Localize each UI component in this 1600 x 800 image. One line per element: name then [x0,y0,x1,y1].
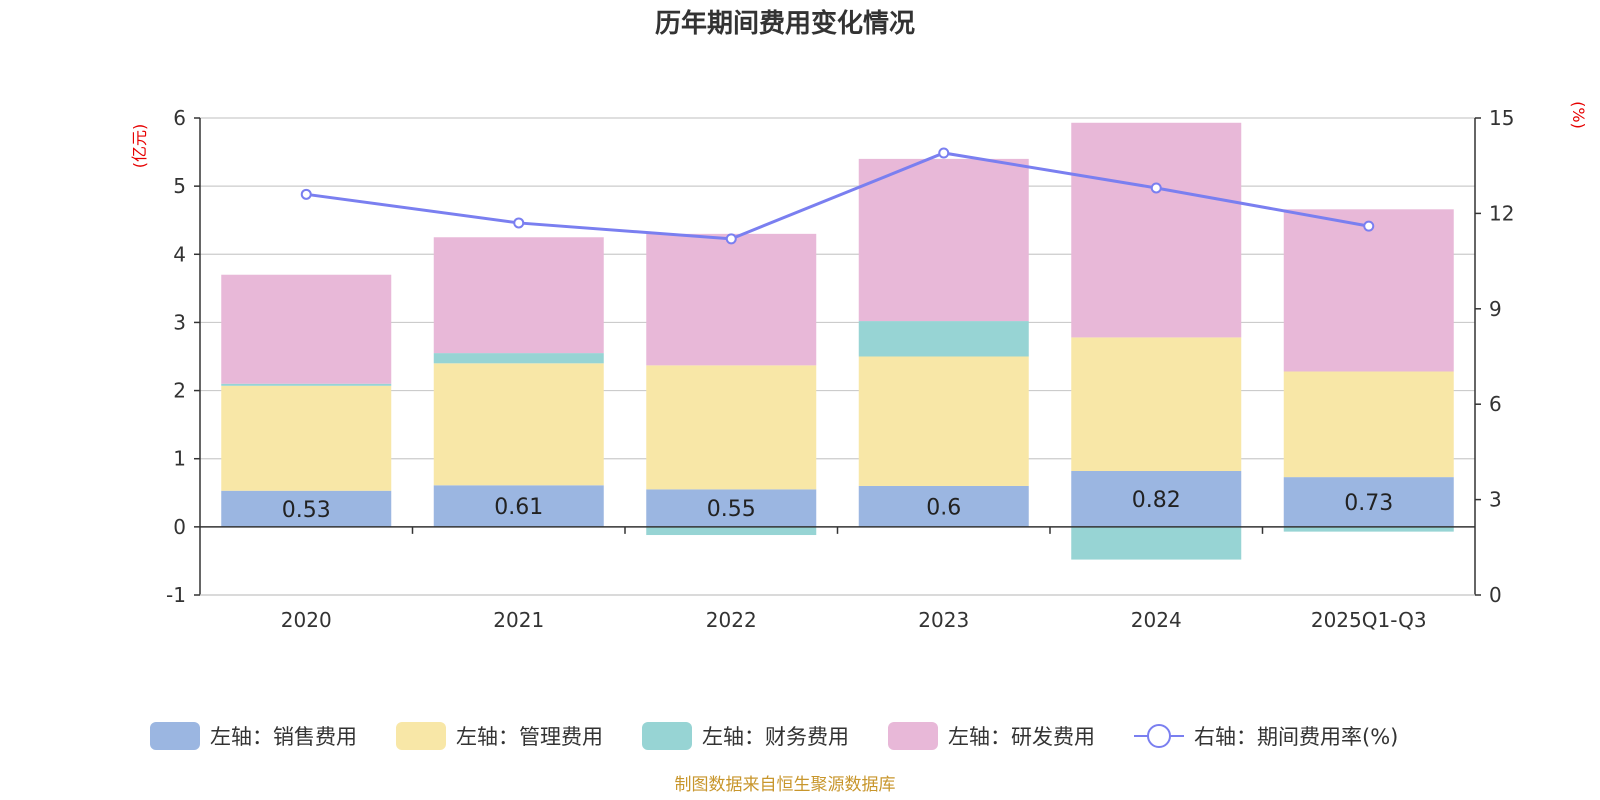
right-tick-label: 6 [1489,392,1502,416]
bar-segment [1071,470,1242,527]
bar-segment [1283,477,1454,527]
legend-item[interactable]: 左轴：研发费用 [888,722,1095,750]
legend-swatch [888,722,938,750]
bar-segment [858,485,1029,527]
rate-line-point [1150,182,1162,194]
left-tick-label: -1 [166,583,186,607]
left-tick-label: 1 [173,447,186,471]
rate-line-point [513,217,525,229]
bar-segment [1283,526,1454,532]
legend-label: 左轴：销售费用 [210,725,357,749]
x-tick-label: 2021 [493,608,544,632]
grid-lines [200,117,1475,596]
legend-label: 左轴：管理费用 [456,725,603,749]
bar-segment [1071,337,1242,471]
rate-line [300,147,1375,245]
bar-segment [433,363,604,486]
bar-segment [221,383,392,386]
right-tick-label: 3 [1489,488,1502,512]
legend-item[interactable]: 左轴：财务费用 [642,722,849,750]
rate-line-point [1363,220,1375,232]
bar-segment [1283,209,1454,372]
bar-value-label: 0.73 [1344,491,1393,516]
bar-segment [433,353,604,364]
bar-segment [1283,371,1454,478]
bar-value-label: 0.82 [1132,488,1181,513]
left-tick-label: 0 [173,515,186,539]
bar-segment [433,485,604,527]
bar-segment [221,385,392,491]
legend-swatch [396,722,446,750]
legend-label: 左轴：财务费用 [702,725,849,749]
bar-segment [858,158,1029,322]
legend-item[interactable]: 左轴：销售费用 [150,722,357,750]
bar-value-label: 0.55 [707,497,756,522]
bar-segment [221,274,392,384]
legend-item[interactable]: 左轴：管理费用 [396,722,603,750]
bar-value-label: 0.6 [926,495,961,520]
rate-line-point [300,188,312,200]
bar-segment [858,321,1029,357]
bar-segment [858,356,1029,486]
bar-value-label: 0.53 [282,498,331,523]
legend-swatch [642,722,692,750]
bar-segment [646,526,817,536]
legend-swatch [150,722,200,750]
legend-label: 右轴：期间费用率(%) [1194,725,1398,749]
bar-segment [433,237,604,354]
left-axis-unit: (亿元) [130,124,149,169]
left-tick-label: 5 [173,174,186,198]
data-labels: 0.53 0.61 0.55 0.6 0.82 0.73 [282,488,1393,523]
right-tick-label: 9 [1489,297,1502,321]
legend-label: 左轴：研发费用 [948,725,1095,749]
left-tick-label: 4 [173,242,186,266]
x-tick-label: 2023 [918,608,969,632]
bar-segment [646,489,817,527]
bar-segment [646,365,817,490]
legend-item[interactable]: 右轴：期间费用率(%) [1134,724,1398,749]
data-source: 制图数据来自恒生聚源数据库 [675,775,896,795]
right-tick-label: 0 [1489,583,1502,607]
right-axis-unit: (%) [1569,101,1588,129]
x-tick-label: 2022 [706,608,757,632]
bar-segment [1071,122,1242,338]
left-tick-label: 6 [173,106,186,130]
bar-segment [646,233,817,366]
bar-segment [221,490,392,527]
rate-line-point [725,233,737,245]
x-tick-label: 2025Q1-Q3 [1311,608,1427,632]
bar-segment [1071,526,1242,560]
x-tick-label: 2020 [281,608,332,632]
right-tick-label: 15 [1489,106,1514,130]
rate-line-point [938,147,950,159]
right-tick-label: 12 [1489,201,1514,225]
rate-line-path [306,151,1370,241]
bars [221,122,1454,560]
legend-circle-swatch [1147,724,1171,748]
legend[interactable]: 左轴：销售费用 左轴：管理费用 左轴：财务费用 左轴：研发费用 右轴：期间费用率(%) [150,722,1398,750]
bar-value-label: 0.61 [494,495,543,520]
left-tick-label: 3 [173,310,186,334]
chart-title: 历年期间费用变化情况 [655,8,915,39]
left-tick-label: 2 [173,379,186,403]
x-tick-label: 2024 [1131,608,1182,632]
